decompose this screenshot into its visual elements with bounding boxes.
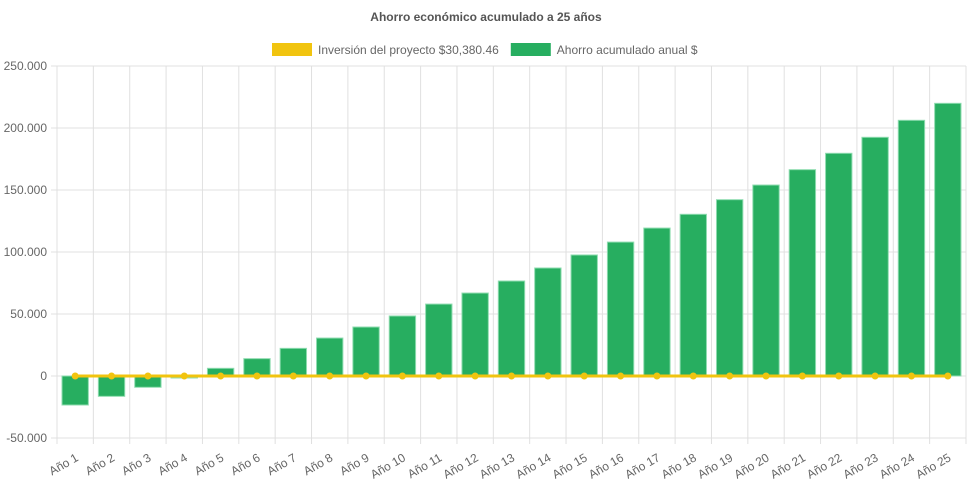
investment-point bbox=[289, 372, 297, 380]
y-tick-label: 250.000 bbox=[4, 59, 48, 73]
x-tick-label: Año 22 bbox=[804, 450, 844, 481]
x-tick-label: Año 12 bbox=[441, 450, 481, 481]
bar bbox=[934, 102, 962, 377]
bar bbox=[279, 347, 308, 377]
x-tick-label: Año 17 bbox=[622, 450, 662, 481]
legend-label: Inversión del proyecto $30,380.46 bbox=[318, 43, 499, 57]
legend-swatch bbox=[272, 43, 312, 56]
investment-point bbox=[253, 372, 261, 380]
investment-point bbox=[835, 372, 843, 380]
investment-point bbox=[907, 372, 915, 380]
investment-point bbox=[144, 372, 152, 380]
bar bbox=[825, 152, 853, 377]
bar bbox=[679, 213, 707, 377]
x-tick-label: Año 24 bbox=[877, 450, 917, 481]
bar bbox=[897, 119, 926, 377]
x-tick-label: Año 7 bbox=[265, 450, 299, 478]
x-tick-label: Año 16 bbox=[586, 450, 626, 481]
y-tick-label: 50.000 bbox=[10, 307, 47, 321]
bar bbox=[570, 254, 598, 377]
bar bbox=[606, 241, 635, 377]
bar bbox=[388, 315, 417, 377]
y-tick-label: 100.000 bbox=[4, 245, 48, 259]
investment-point bbox=[398, 372, 406, 380]
x-tick-label: Año 14 bbox=[513, 450, 553, 481]
investment-point bbox=[798, 372, 806, 380]
x-tick-label: Año 10 bbox=[368, 450, 408, 481]
investment-point bbox=[471, 372, 479, 380]
bar bbox=[788, 169, 817, 377]
investment-point bbox=[508, 372, 515, 380]
investment-point bbox=[726, 372, 734, 380]
investment-point bbox=[762, 372, 770, 380]
legend-label: Ahorro acumulado anual $ bbox=[557, 43, 698, 57]
x-tick-label: Año 2 bbox=[83, 450, 117, 478]
x-tick-label: Año 4 bbox=[156, 450, 190, 478]
bar bbox=[643, 227, 671, 377]
x-tick-label: Año 21 bbox=[768, 450, 808, 481]
investment-point bbox=[944, 372, 952, 380]
x-tick-label: Año 6 bbox=[228, 450, 262, 478]
y-tick-label: 0 bbox=[40, 369, 47, 383]
bar bbox=[497, 280, 526, 377]
bar bbox=[352, 326, 380, 377]
bar bbox=[425, 303, 453, 377]
investment-point bbox=[580, 372, 588, 380]
bar bbox=[461, 292, 489, 377]
legend-item[interactable]: Inversión del proyecto $30,380.46 bbox=[272, 43, 499, 57]
investment-point bbox=[544, 372, 552, 380]
investment-point bbox=[180, 372, 188, 380]
investment-point bbox=[326, 372, 334, 380]
investment-point bbox=[108, 372, 116, 380]
legend[interactable]: Inversión del proyecto $30,380.46 Ahorro … bbox=[272, 43, 698, 57]
x-tick-label: Año 19 bbox=[695, 450, 735, 481]
bar bbox=[61, 375, 89, 406]
y-tick-label: 150.000 bbox=[4, 183, 48, 197]
investment-point bbox=[871, 372, 879, 380]
y-tick-label: 200.000 bbox=[4, 121, 48, 135]
x-tick-label: Año 11 bbox=[405, 450, 444, 481]
x-tick-label: Año 8 bbox=[301, 450, 335, 478]
y-tick-label: -50.000 bbox=[6, 431, 47, 445]
investment-point bbox=[435, 372, 443, 380]
bar bbox=[715, 199, 744, 377]
x-tick-label: Año 1 bbox=[47, 450, 81, 478]
investment-point bbox=[617, 372, 625, 380]
x-tick-label: Año 5 bbox=[192, 450, 226, 478]
x-tick-label: Año 23 bbox=[841, 450, 881, 481]
x-tick-label: Año 3 bbox=[119, 450, 153, 478]
investment-point bbox=[217, 372, 225, 380]
investment-point bbox=[71, 372, 79, 380]
bar bbox=[534, 267, 562, 377]
investment-point bbox=[653, 372, 661, 380]
x-tick-label: Año 20 bbox=[732, 450, 772, 481]
bar bbox=[861, 136, 889, 377]
legend-swatch bbox=[510, 43, 551, 56]
x-tick-label: Año 15 bbox=[550, 450, 590, 481]
x-tick-label: Año 25 bbox=[913, 450, 953, 481]
chart-title: Ahorro económico acumulado a 25 años bbox=[370, 10, 602, 24]
investment-point bbox=[689, 372, 697, 380]
x-tick-label: Año 9 bbox=[337, 450, 371, 478]
bar bbox=[752, 184, 780, 377]
investment-point bbox=[362, 372, 370, 380]
x-tick-label: Año 13 bbox=[477, 450, 517, 481]
legend-item[interactable]: Ahorro acumulado anual $ bbox=[510, 43, 698, 57]
bar bbox=[316, 337, 344, 377]
x-tick-label: Año 18 bbox=[659, 450, 699, 481]
